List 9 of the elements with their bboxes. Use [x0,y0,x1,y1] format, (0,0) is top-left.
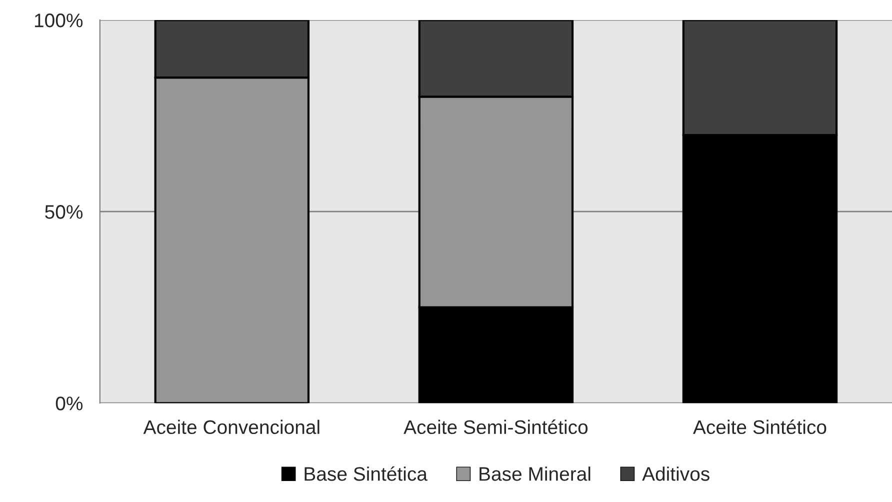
y-tick-label: 50% [45,205,83,219]
x-tick-label: Aceite Sintético [693,420,826,434]
legend-label: Base Sintética [304,466,428,481]
legend-label: Base Mineral [480,466,590,481]
x-tick-label: Aceite Convencional [143,420,320,434]
y-tick-label: 0% [56,396,83,410]
y-tick-label: 100% [34,14,83,28]
x-tick-label: Aceite Semi-Sintético [404,420,588,434]
legend-label: Aditivos [642,466,710,481]
